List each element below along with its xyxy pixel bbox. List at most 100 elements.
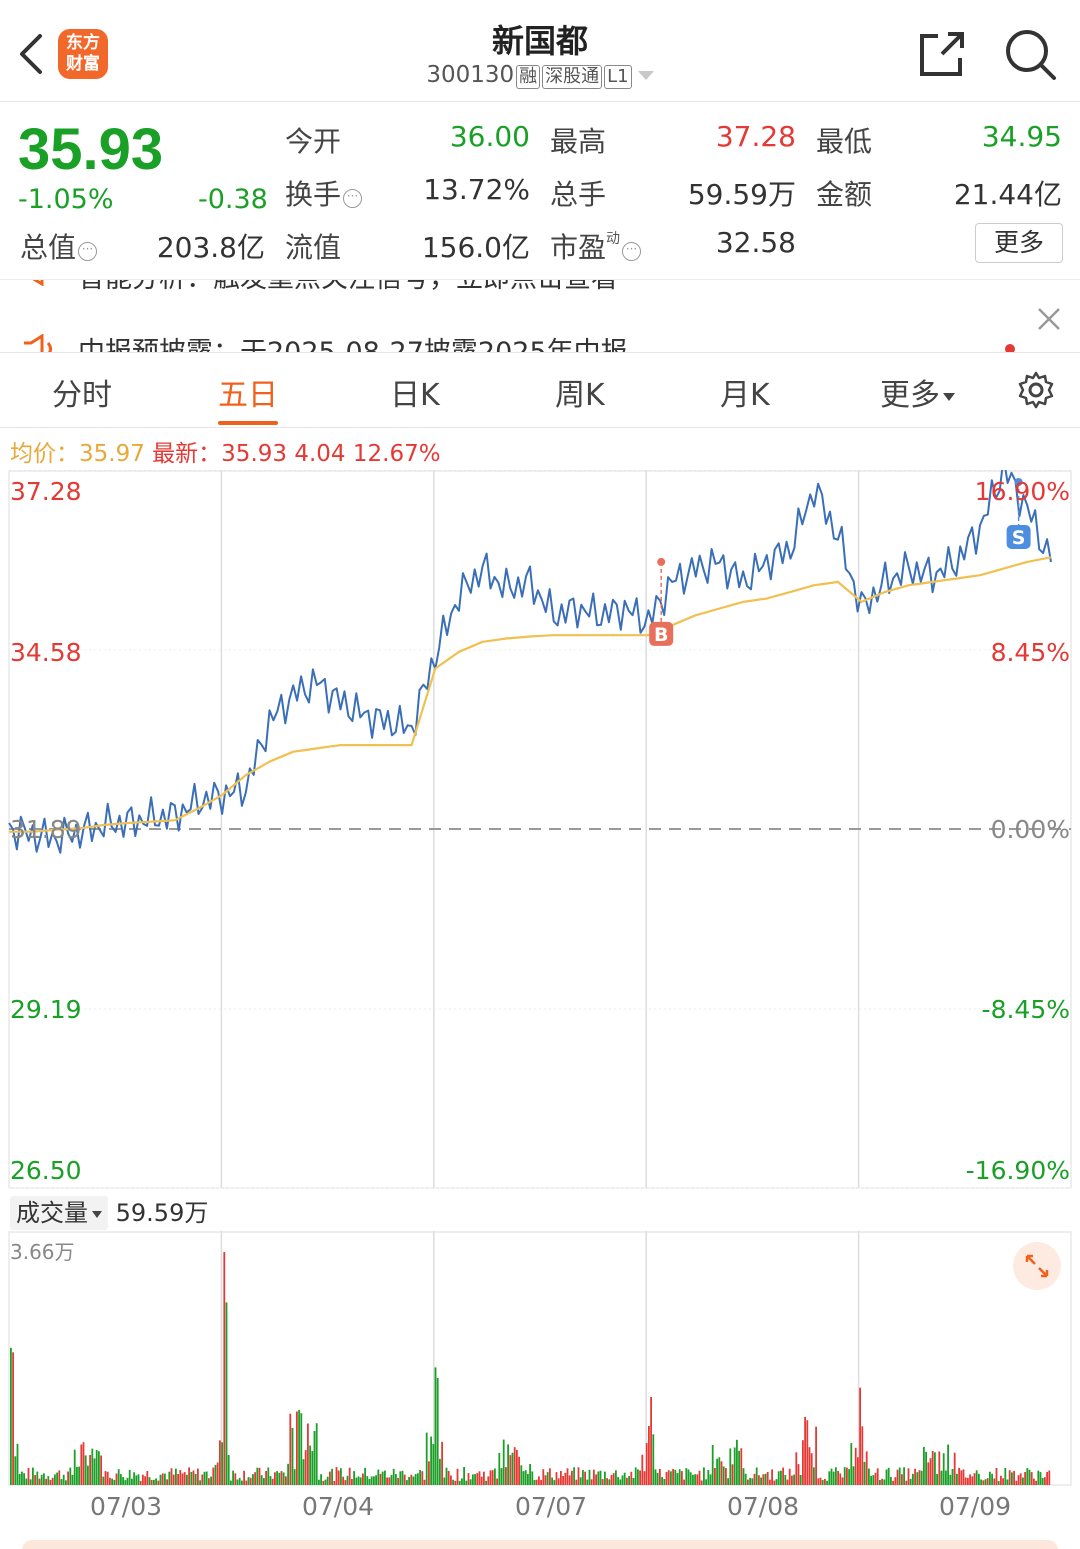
volume-bar xyxy=(436,1378,439,1485)
y-label-right-0: 16.90% xyxy=(974,477,1070,506)
volume-bar xyxy=(516,1449,518,1485)
volume-bar xyxy=(727,1478,729,1485)
tab-more[interactable]: 更多 xyxy=(880,370,955,414)
volume-bar xyxy=(1011,1472,1013,1485)
volume-bar xyxy=(494,1468,496,1485)
volume-bar xyxy=(780,1470,782,1485)
stock-code: 300130 xyxy=(426,62,515,88)
gear-icon[interactable] xyxy=(1016,370,1056,410)
volume-bar xyxy=(896,1469,899,1485)
volume-bar xyxy=(210,1476,212,1485)
close-icon[interactable] xyxy=(1034,304,1064,334)
volume-bar xyxy=(445,1467,448,1485)
volume-bar xyxy=(269,1476,272,1485)
amount-value: 21.44亿 xyxy=(953,178,1062,211)
volume-bar xyxy=(681,1471,683,1485)
volume-bar xyxy=(23,1473,25,1485)
price-chart[interactable]: BS xyxy=(0,470,1080,1190)
volume-bar xyxy=(232,1470,234,1485)
tab-weekly-k[interactable]: 周K xyxy=(555,378,605,413)
volume-bar xyxy=(355,1477,358,1485)
volume-bar xyxy=(225,1302,228,1485)
bottom-trade-bar[interactable] xyxy=(22,1540,1058,1549)
volume-bar xyxy=(82,1442,85,1485)
low-value: 34.95 xyxy=(981,120,1062,153)
volume-bar xyxy=(397,1477,399,1485)
volume-bar xyxy=(252,1474,254,1485)
x-label-day-3: 07/08 xyxy=(727,1492,800,1521)
volume-bar xyxy=(403,1474,406,1485)
volume-bar xyxy=(593,1469,595,1485)
pe-label[interactable]: 市盈动··· xyxy=(550,226,642,266)
volume-bar xyxy=(857,1457,859,1485)
notice-line-1: 智能分析：触发重点关注信号，立即点击查看 xyxy=(78,280,618,295)
volume-bar xyxy=(188,1467,190,1485)
volume-bar xyxy=(777,1471,780,1485)
volume-bar xyxy=(575,1479,578,1485)
volume-bar xyxy=(549,1468,551,1485)
volume-bar xyxy=(872,1475,875,1485)
volume-bar xyxy=(621,1475,624,1485)
tab-daily-k[interactable]: 日K xyxy=(390,378,440,413)
volume-bar xyxy=(868,1468,870,1485)
volume-bar xyxy=(936,1474,938,1485)
volume-bar xyxy=(76,1466,78,1485)
expand-button[interactable] xyxy=(1013,1242,1061,1290)
volume-bar xyxy=(428,1461,430,1485)
volume-bar xyxy=(296,1411,298,1485)
change-amount: -0.38 xyxy=(198,184,268,215)
volume-bar xyxy=(289,1413,292,1485)
x-label-day-0: 07/03 xyxy=(90,1492,163,1521)
mktcap-label[interactable]: 总值 ··· xyxy=(20,226,98,266)
volume-bar xyxy=(137,1474,140,1485)
volume-bar xyxy=(964,1477,967,1485)
volume-bar xyxy=(722,1466,725,1485)
volume-bar xyxy=(395,1474,397,1485)
volume-bar xyxy=(190,1471,193,1485)
volume-bar xyxy=(894,1477,897,1485)
volume-indicator-select[interactable]: 成交量 xyxy=(10,1196,108,1230)
back-icon[interactable] xyxy=(14,30,54,78)
volume-bar xyxy=(925,1451,927,1485)
volume-bar xyxy=(934,1452,936,1485)
x-label-day-4: 07/09 xyxy=(939,1492,1012,1521)
volume-chart[interactable] xyxy=(0,1231,1080,1489)
volume-bar xyxy=(54,1474,56,1485)
volume-bar xyxy=(1006,1479,1009,1485)
volume-bar xyxy=(353,1471,355,1485)
volume-bar xyxy=(995,1468,998,1485)
stock-code-row[interactable]: 300130 融深股通 L1 xyxy=(0,62,1080,89)
volume-bar xyxy=(469,1479,472,1485)
tab-intraday[interactable]: 分时 xyxy=(52,378,112,413)
tab-monthly-k[interactable]: 月K xyxy=(720,378,770,413)
float-value: 156.0亿 xyxy=(421,231,530,264)
volume-bar xyxy=(742,1468,745,1485)
share-icon[interactable] xyxy=(916,28,968,80)
volume-bar xyxy=(51,1477,54,1485)
volume-bar xyxy=(782,1467,784,1485)
volume-bar xyxy=(238,1477,241,1485)
volume-bar xyxy=(159,1474,162,1485)
volume-bar xyxy=(716,1458,718,1485)
turnover-label[interactable]: 换手 ··· xyxy=(285,173,363,213)
volume-bar xyxy=(1039,1472,1042,1485)
volume-bar xyxy=(304,1450,307,1485)
volume-bar xyxy=(522,1471,525,1485)
volume-bar xyxy=(771,1469,773,1485)
volume-bar xyxy=(571,1470,573,1485)
volume-bar xyxy=(797,1464,800,1485)
volume-bar xyxy=(661,1476,663,1485)
notice-ticker[interactable]: 智能分析：触发重点关注信号，立即点击查看 中报预披露：于2025-08-27披露… xyxy=(0,279,1080,353)
tab-five-day[interactable]: 五日 xyxy=(218,370,278,425)
volume-bar xyxy=(687,1469,690,1485)
high-value: 37.28 xyxy=(715,120,796,153)
volume-bar xyxy=(623,1472,626,1485)
volume-bar xyxy=(483,1471,485,1485)
volume-bar xyxy=(791,1475,793,1485)
volume-bar xyxy=(254,1472,256,1485)
volume-bar xyxy=(511,1452,514,1485)
volume-bar xyxy=(80,1444,83,1485)
search-icon[interactable] xyxy=(1002,26,1058,82)
more-button[interactable]: 更多 xyxy=(975,223,1063,263)
volume-bar xyxy=(278,1472,281,1485)
